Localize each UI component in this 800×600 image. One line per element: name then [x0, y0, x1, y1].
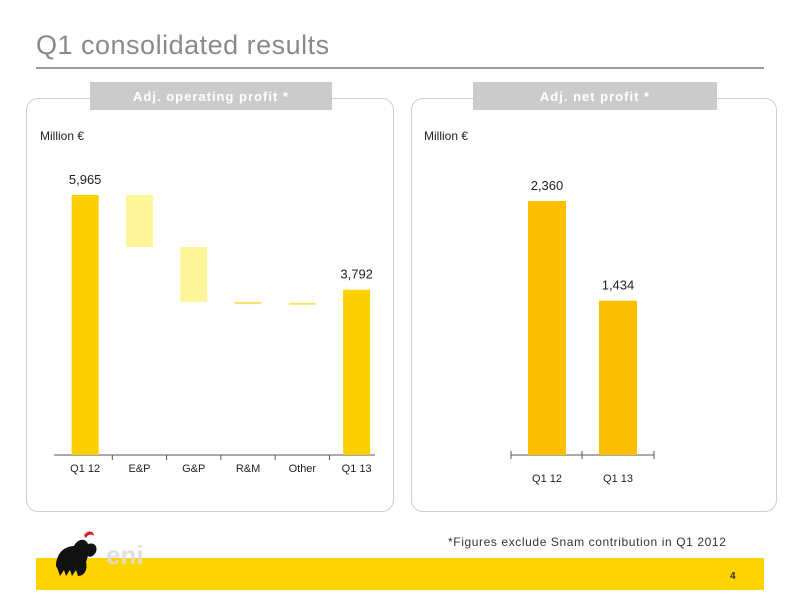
net-profit-category-label: Q1 12 [532, 473, 562, 485]
net-profit-unit-label: Million € [424, 129, 469, 143]
operating-profit-bar-e-p [125, 195, 153, 247]
footer-band [36, 558, 764, 590]
svg-text:eni: eni [106, 540, 144, 570]
operating-profit-category-label: E&P [128, 463, 150, 475]
operating-profit-bar-q1-13 [343, 289, 371, 455]
slide-title: Q1 consolidated results [36, 30, 330, 60]
operating-profit-bar-other [288, 302, 316, 305]
operating-profit-category-label: Q1 12 [70, 463, 100, 475]
operating-profit-bar-q1-12 [71, 195, 99, 455]
operating-profit-value-label: 3,792 [340, 267, 373, 282]
operating-profit-unit-label: Million € [40, 129, 85, 143]
eni-logo-icon: eni [56, 531, 144, 576]
net-profit-bar-q1-12 [528, 201, 566, 455]
footnote: *Figures exclude Snam contribution in Q1… [448, 535, 727, 549]
net-profit-bar-q1-13 [599, 300, 637, 455]
net-profit-value-label: 1,434 [602, 278, 635, 293]
operating-profit-category-label: Q1 13 [342, 463, 372, 475]
net-profit-value-label: 2,360 [531, 178, 564, 193]
page-number: 4 [730, 571, 736, 582]
net-profit-header: Adj. net profit * [473, 82, 717, 110]
net-profit-category-label: Q1 13 [603, 473, 633, 485]
operating-profit-header: Adj. operating profit * [90, 82, 332, 110]
operating-profit-bar-r-m [234, 301, 262, 305]
operating-profit-category-label: R&M [236, 463, 260, 475]
operating-profit-bar-g-p [180, 247, 208, 302]
title-divider [36, 67, 764, 69]
operating-profit-category-label: G&P [182, 463, 205, 475]
net-profit-panel [411, 98, 777, 512]
operating-profit-category-label: Other [289, 463, 317, 475]
operating-profit-value-label: 5,965 [69, 172, 102, 187]
